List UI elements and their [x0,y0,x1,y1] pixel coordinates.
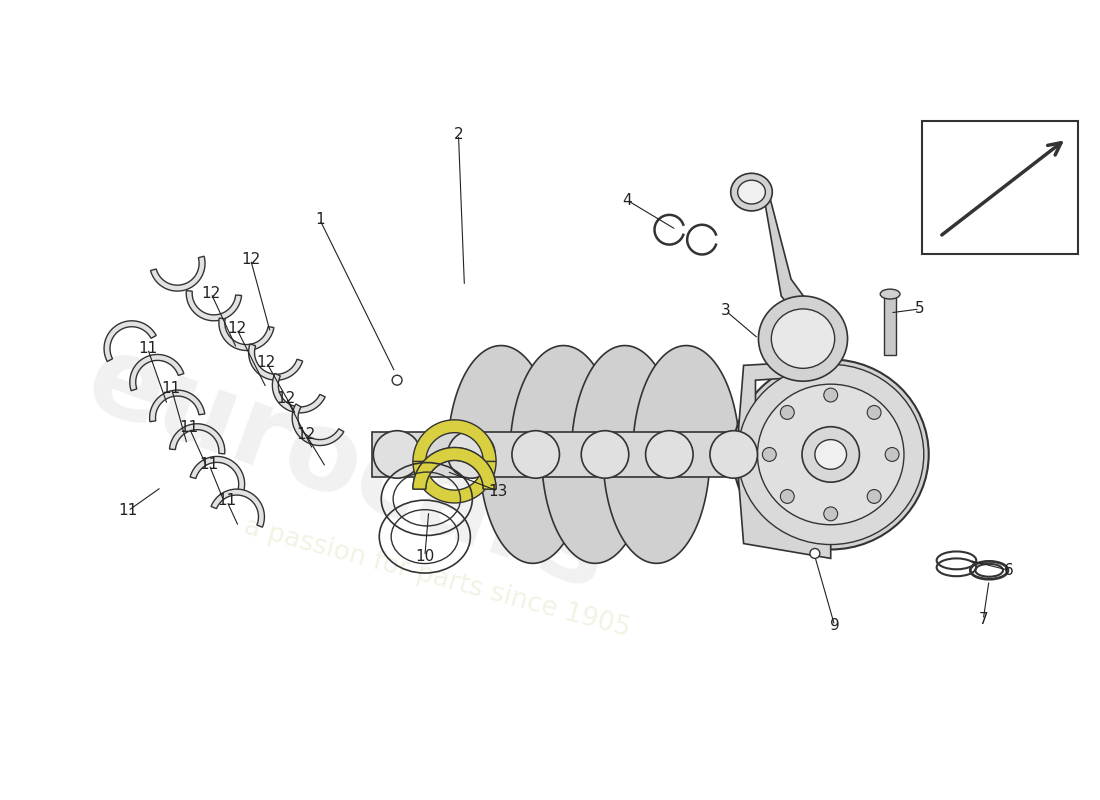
Circle shape [392,375,402,385]
Text: 9: 9 [829,618,839,634]
Polygon shape [448,346,554,454]
Text: 11: 11 [199,457,219,472]
Polygon shape [150,390,205,422]
Text: 11: 11 [217,494,236,509]
Circle shape [780,406,794,419]
Text: 2: 2 [453,127,463,142]
Circle shape [762,447,777,462]
Text: 5: 5 [915,302,925,317]
Polygon shape [130,354,184,390]
Circle shape [886,447,899,462]
Text: 11: 11 [118,503,138,518]
Text: a passion for parts since 1905: a passion for parts since 1905 [241,514,632,642]
Bar [372,432,748,478]
Polygon shape [293,404,344,446]
Ellipse shape [738,180,766,204]
Polygon shape [603,454,710,563]
Text: 6: 6 [1004,562,1014,578]
Polygon shape [412,447,496,489]
Text: 13: 13 [488,483,508,498]
Text: 11: 11 [138,341,157,356]
Polygon shape [219,318,274,350]
Ellipse shape [448,430,495,478]
Text: 12: 12 [241,252,261,267]
Polygon shape [190,457,244,491]
Text: 12: 12 [276,390,296,406]
Text: 4: 4 [621,193,631,207]
Ellipse shape [581,430,629,478]
Text: eurocars: eurocars [73,326,623,614]
Text: 12: 12 [256,355,276,370]
Bar [922,121,1078,254]
Polygon shape [412,462,496,503]
Polygon shape [571,346,679,454]
Polygon shape [273,374,326,413]
Polygon shape [104,321,156,362]
Ellipse shape [771,309,835,368]
Polygon shape [249,344,302,380]
Circle shape [867,406,881,419]
Ellipse shape [710,430,758,478]
Circle shape [824,507,837,521]
Circle shape [780,490,794,503]
Text: 7: 7 [978,612,988,627]
Polygon shape [744,180,813,322]
Text: 3: 3 [720,303,730,318]
Text: 11: 11 [162,381,182,396]
Text: 1: 1 [315,212,324,227]
Text: 10: 10 [415,549,434,564]
Polygon shape [541,454,649,563]
Polygon shape [169,424,224,454]
Polygon shape [480,454,586,563]
Polygon shape [412,447,496,489]
Text: 12: 12 [296,427,316,442]
Ellipse shape [512,430,560,478]
Polygon shape [211,489,264,527]
Polygon shape [510,346,617,454]
Ellipse shape [758,384,904,525]
Ellipse shape [738,364,924,545]
Ellipse shape [733,359,928,550]
Polygon shape [738,360,830,558]
Polygon shape [151,256,205,291]
Circle shape [824,388,837,402]
Ellipse shape [373,430,421,478]
Circle shape [810,549,820,558]
Ellipse shape [802,426,859,482]
Circle shape [867,490,881,503]
Ellipse shape [880,289,900,299]
Bar [884,296,896,355]
Ellipse shape [730,174,772,211]
Polygon shape [186,290,242,321]
Text: 12: 12 [201,286,221,301]
Ellipse shape [758,296,847,381]
Polygon shape [632,346,739,454]
Text: 11: 11 [179,420,199,435]
Ellipse shape [815,440,847,470]
Ellipse shape [646,430,693,478]
Polygon shape [412,420,496,462]
Text: 12: 12 [227,322,246,336]
